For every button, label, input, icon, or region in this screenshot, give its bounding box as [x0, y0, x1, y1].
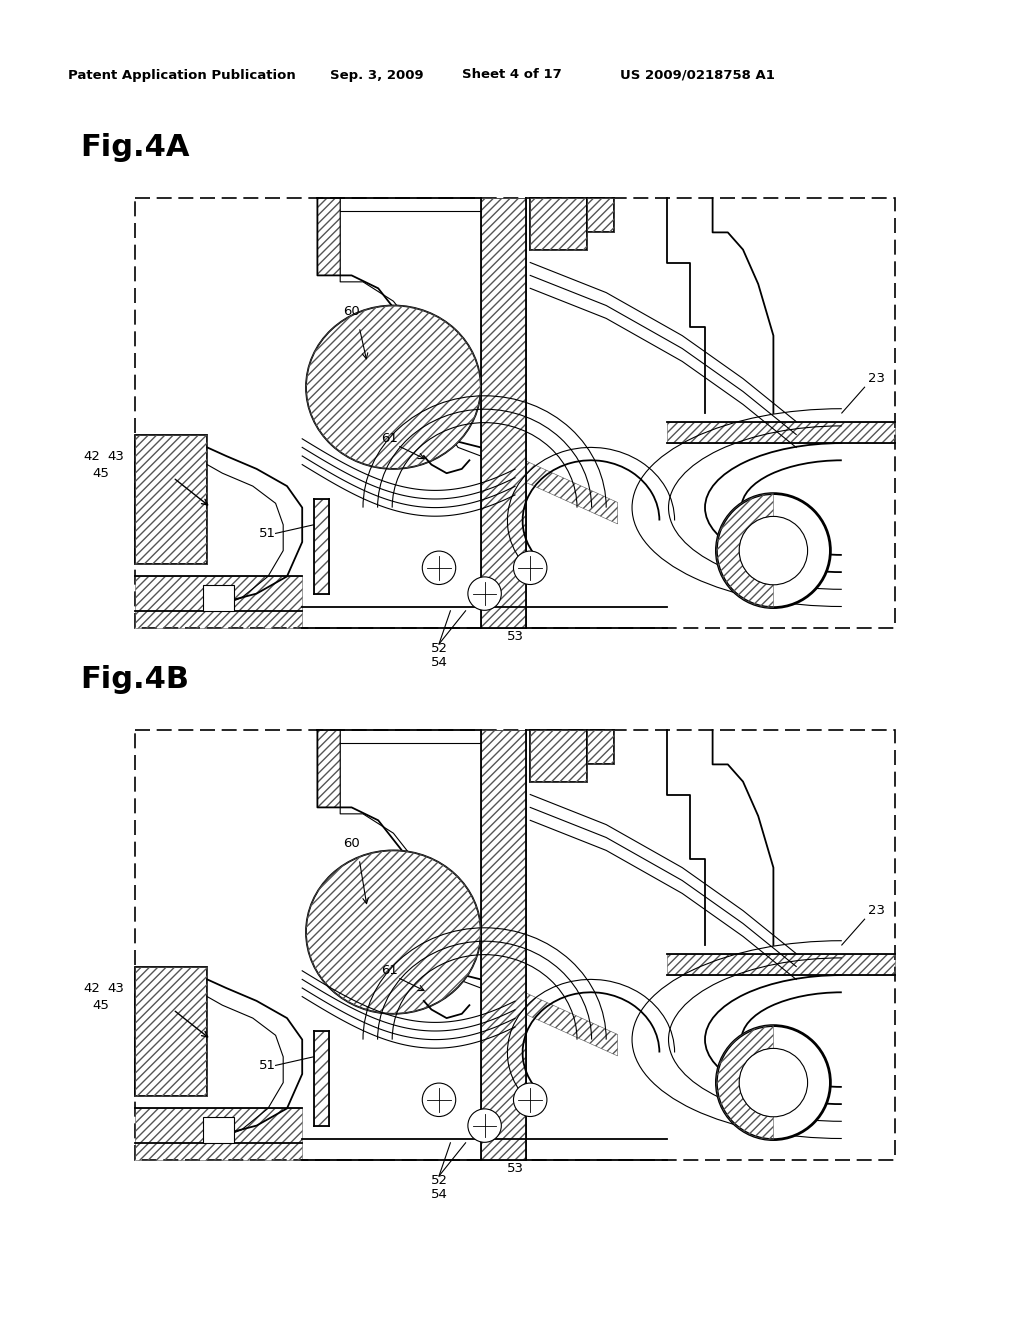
- Bar: [667, 421, 895, 444]
- Ellipse shape: [306, 305, 481, 469]
- Bar: [135, 730, 895, 1160]
- Bar: [317, 730, 340, 808]
- Text: 61: 61: [381, 433, 398, 445]
- Text: Fig.4B: Fig.4B: [80, 665, 189, 694]
- Text: Patent Application Publication: Patent Application Publication: [68, 69, 296, 82]
- Ellipse shape: [306, 850, 481, 1014]
- Text: 23: 23: [868, 904, 885, 917]
- Bar: [530, 730, 587, 781]
- Text: Sheet 4 of 17: Sheet 4 of 17: [462, 69, 562, 82]
- Circle shape: [422, 1084, 456, 1117]
- Bar: [481, 730, 526, 1160]
- Bar: [667, 953, 895, 975]
- Text: 52: 52: [430, 1173, 447, 1187]
- Bar: [587, 198, 613, 232]
- Text: 51: 51: [259, 527, 275, 540]
- Circle shape: [739, 516, 808, 585]
- Bar: [530, 198, 587, 249]
- Bar: [481, 198, 526, 628]
- Text: 60: 60: [343, 837, 360, 850]
- Bar: [135, 966, 207, 1096]
- Circle shape: [468, 1109, 502, 1142]
- Bar: [135, 1109, 302, 1160]
- Text: 60: 60: [343, 305, 360, 318]
- Text: 43: 43: [106, 982, 124, 994]
- Text: 42: 42: [83, 982, 100, 994]
- Bar: [204, 585, 233, 611]
- Bar: [135, 434, 207, 564]
- Circle shape: [717, 1026, 830, 1139]
- Bar: [313, 1031, 329, 1126]
- Text: US 2009/0218758 A1: US 2009/0218758 A1: [620, 69, 775, 82]
- Bar: [313, 499, 329, 594]
- Bar: [135, 198, 895, 628]
- Text: 43: 43: [106, 450, 124, 462]
- Text: 53: 53: [507, 630, 523, 643]
- Bar: [317, 198, 340, 276]
- Text: 53: 53: [507, 1162, 523, 1175]
- Bar: [530, 730, 587, 781]
- Circle shape: [513, 550, 547, 585]
- Circle shape: [468, 577, 502, 610]
- Circle shape: [422, 550, 456, 585]
- Text: Fig.4A: Fig.4A: [80, 133, 189, 162]
- Text: 51: 51: [259, 1059, 275, 1072]
- Circle shape: [717, 494, 830, 607]
- Text: 45: 45: [92, 467, 109, 479]
- Bar: [587, 730, 613, 764]
- Bar: [587, 730, 613, 764]
- Text: 54: 54: [430, 1188, 447, 1201]
- Text: 54: 54: [430, 656, 447, 669]
- Text: 52: 52: [430, 642, 447, 655]
- Text: 42: 42: [83, 450, 100, 462]
- Bar: [530, 198, 587, 249]
- Circle shape: [513, 1084, 547, 1117]
- Bar: [587, 198, 613, 232]
- Bar: [204, 1117, 233, 1143]
- Circle shape: [739, 1048, 808, 1117]
- Bar: [481, 198, 526, 628]
- Text: Sep. 3, 2009: Sep. 3, 2009: [330, 69, 424, 82]
- Text: 61: 61: [381, 965, 398, 977]
- Text: 45: 45: [92, 999, 109, 1011]
- Bar: [135, 577, 302, 628]
- Bar: [481, 730, 526, 1160]
- Bar: [135, 434, 207, 564]
- Bar: [135, 966, 207, 1096]
- Text: 23: 23: [868, 372, 885, 385]
